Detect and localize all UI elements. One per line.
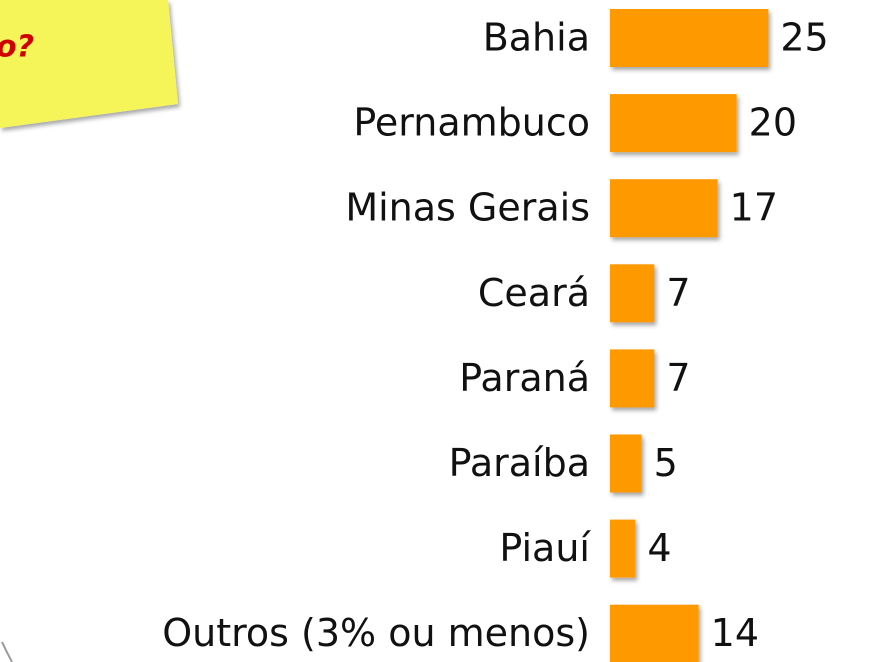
- value-label: 7: [666, 356, 690, 400]
- bar: [610, 604, 699, 662]
- value-label: 25: [780, 16, 828, 60]
- bar: [610, 94, 737, 153]
- bar: [610, 349, 655, 408]
- bar: [610, 264, 655, 323]
- value-label: 17: [730, 186, 778, 230]
- sticky-note: o?: [0, 0, 178, 128]
- value-label: 20: [749, 101, 797, 145]
- category-label: Piauí: [499, 526, 591, 570]
- category-label: Bahia: [483, 16, 590, 60]
- category-label: Minas Gerais: [345, 186, 590, 230]
- value-label: 7: [666, 271, 690, 315]
- bar: [610, 9, 769, 67]
- category-label: Ceará: [478, 271, 590, 315]
- value-label: 4: [647, 526, 671, 570]
- note-paper: [0, 0, 178, 128]
- decor-arc: [1, 641, 13, 662]
- bar: [610, 434, 642, 493]
- plot: Bahia 25 Pernambuco 20 Minas Gerais 17 Ceará 7 P…: [162, 9, 829, 662]
- category-label: Pernambuco: [353, 101, 590, 145]
- category-label: Paraíba: [449, 441, 590, 485]
- value-label: 14: [711, 611, 759, 655]
- category-label: Paraná: [459, 356, 590, 400]
- value-label: 5: [654, 441, 678, 485]
- bar: [610, 179, 718, 238]
- note-text: o?: [0, 30, 34, 65]
- bar: [610, 519, 636, 578]
- category-label: Outros (3% ou menos): [162, 611, 590, 655]
